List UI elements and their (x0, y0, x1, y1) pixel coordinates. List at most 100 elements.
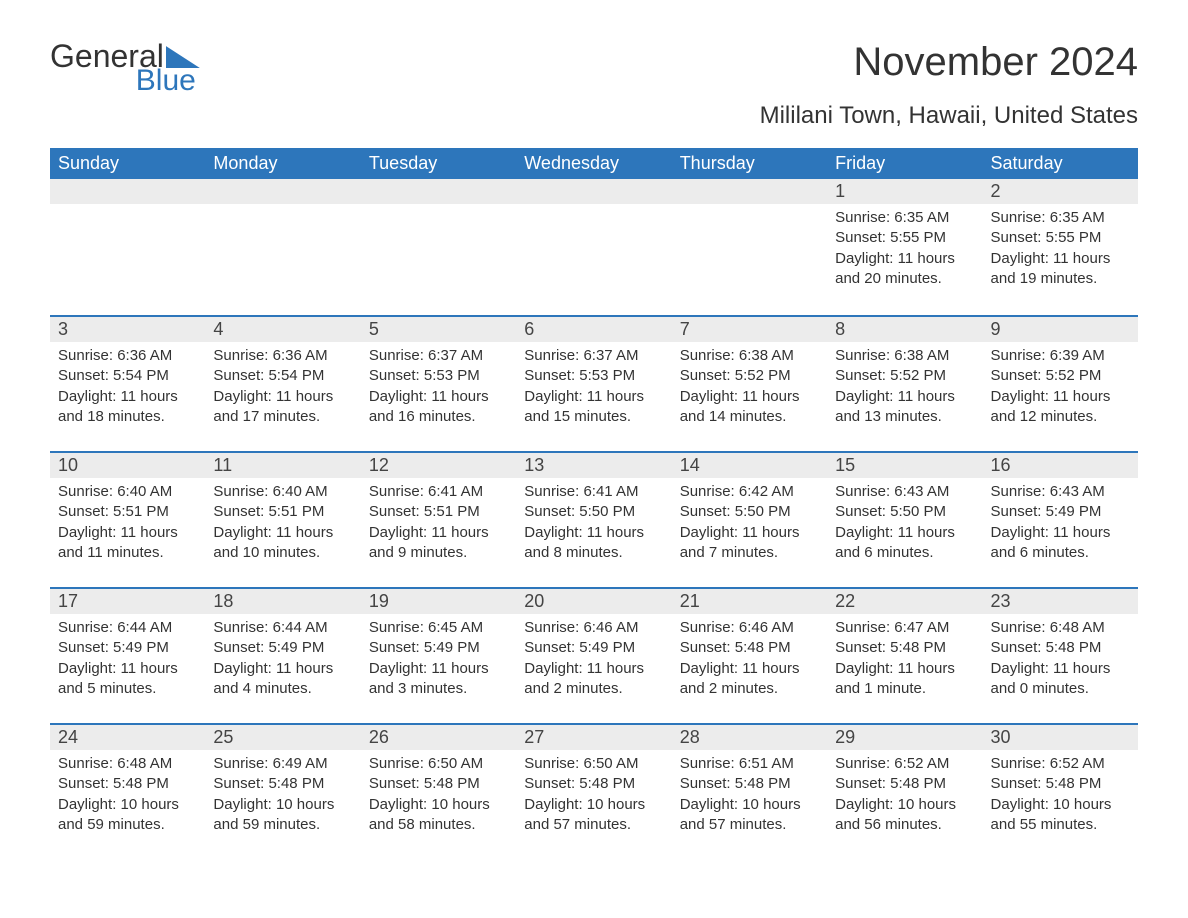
day-details: Sunrise: 6:37 AMSunset: 5:53 PMDaylight:… (361, 342, 516, 435)
sunrise-line: Sunrise: 6:38 AM (835, 346, 974, 366)
sunrise-line: Sunrise: 6:39 AM (991, 346, 1130, 366)
day-details: Sunrise: 6:43 AMSunset: 5:50 PMDaylight:… (827, 478, 982, 571)
day-details: Sunrise: 6:48 AMSunset: 5:48 PMDaylight:… (50, 750, 205, 843)
sunset-line: Sunset: 5:48 PM (58, 774, 197, 794)
day-number: 11 (205, 451, 360, 478)
sunset-line: Sunset: 5:48 PM (991, 774, 1130, 794)
day-number: 14 (672, 451, 827, 478)
brand-word-2: Blue (136, 66, 196, 96)
day-details: Sunrise: 6:44 AMSunset: 5:49 PMDaylight:… (50, 614, 205, 707)
daylight-line: Daylight: 10 hours and 59 minutes. (58, 795, 197, 836)
day-number: 27 (516, 723, 671, 750)
day-details: Sunrise: 6:49 AMSunset: 5:48 PMDaylight:… (205, 750, 360, 843)
day-header: Thursday (672, 148, 827, 179)
calendar-cell: 12Sunrise: 6:41 AMSunset: 5:51 PMDayligh… (361, 451, 516, 587)
daylight-line: Daylight: 11 hours and 6 minutes. (835, 523, 974, 564)
daylight-line: Daylight: 11 hours and 11 minutes. (58, 523, 197, 564)
sunrise-line: Sunrise: 6:37 AM (369, 346, 508, 366)
day-details: Sunrise: 6:41 AMSunset: 5:50 PMDaylight:… (516, 478, 671, 571)
day-header: Friday (827, 148, 982, 179)
sunrise-line: Sunrise: 6:35 AM (835, 208, 974, 228)
page-title: November 2024 (853, 40, 1138, 85)
calendar-table: SundayMondayTuesdayWednesdayThursdayFrid… (50, 148, 1138, 859)
day-details: Sunrise: 6:43 AMSunset: 5:49 PMDaylight:… (983, 478, 1138, 571)
sunset-line: Sunset: 5:54 PM (213, 366, 352, 386)
day-header: Wednesday (516, 148, 671, 179)
day-header: Tuesday (361, 148, 516, 179)
flag-icon (166, 46, 200, 68)
sunrise-line: Sunrise: 6:36 AM (213, 346, 352, 366)
day-number: 6 (516, 315, 671, 342)
calendar-cell: 22Sunrise: 6:47 AMSunset: 5:48 PMDayligh… (827, 587, 982, 723)
calendar-cell: 29Sunrise: 6:52 AMSunset: 5:48 PMDayligh… (827, 723, 982, 859)
sunset-line: Sunset: 5:49 PM (58, 638, 197, 658)
sunrise-line: Sunrise: 6:51 AM (680, 754, 819, 774)
sunrise-line: Sunrise: 6:41 AM (369, 482, 508, 502)
sunrise-line: Sunrise: 6:50 AM (369, 754, 508, 774)
day-details: Sunrise: 6:38 AMSunset: 5:52 PMDaylight:… (672, 342, 827, 435)
sunrise-line: Sunrise: 6:40 AM (213, 482, 352, 502)
sunrise-line: Sunrise: 6:43 AM (991, 482, 1130, 502)
sunset-line: Sunset: 5:55 PM (991, 228, 1130, 248)
sunrise-line: Sunrise: 6:40 AM (58, 482, 197, 502)
daylight-line: Daylight: 11 hours and 7 minutes. (680, 523, 819, 564)
sunset-line: Sunset: 5:48 PM (369, 774, 508, 794)
daylight-line: Daylight: 10 hours and 57 minutes. (524, 795, 663, 836)
day-number: 3 (50, 315, 205, 342)
day-details: Sunrise: 6:35 AMSunset: 5:55 PMDaylight:… (983, 204, 1138, 297)
calendar-cell: 21Sunrise: 6:46 AMSunset: 5:48 PMDayligh… (672, 587, 827, 723)
day-number: 25 (205, 723, 360, 750)
calendar-cell: 2Sunrise: 6:35 AMSunset: 5:55 PMDaylight… (983, 179, 1138, 315)
sunset-line: Sunset: 5:50 PM (524, 502, 663, 522)
sunrise-line: Sunrise: 6:47 AM (835, 618, 974, 638)
empty-day (205, 179, 360, 204)
calendar-cell: 7Sunrise: 6:38 AMSunset: 5:52 PMDaylight… (672, 315, 827, 451)
sunrise-line: Sunrise: 6:52 AM (835, 754, 974, 774)
sunrise-line: Sunrise: 6:46 AM (524, 618, 663, 638)
day-details: Sunrise: 6:50 AMSunset: 5:48 PMDaylight:… (361, 750, 516, 843)
calendar-cell: 3Sunrise: 6:36 AMSunset: 5:54 PMDaylight… (50, 315, 205, 451)
day-number: 12 (361, 451, 516, 478)
daylight-line: Daylight: 11 hours and 4 minutes. (213, 659, 352, 700)
day-number: 29 (827, 723, 982, 750)
sunrise-line: Sunrise: 6:49 AM (213, 754, 352, 774)
day-details: Sunrise: 6:46 AMSunset: 5:49 PMDaylight:… (516, 614, 671, 707)
day-details: Sunrise: 6:40 AMSunset: 5:51 PMDaylight:… (205, 478, 360, 571)
day-number: 20 (516, 587, 671, 614)
calendar-cell: 30Sunrise: 6:52 AMSunset: 5:48 PMDayligh… (983, 723, 1138, 859)
empty-day (361, 179, 516, 204)
day-number: 16 (983, 451, 1138, 478)
day-details: Sunrise: 6:42 AMSunset: 5:50 PMDaylight:… (672, 478, 827, 571)
sunset-line: Sunset: 5:49 PM (369, 638, 508, 658)
calendar-cell: 25Sunrise: 6:49 AMSunset: 5:48 PMDayligh… (205, 723, 360, 859)
day-number: 8 (827, 315, 982, 342)
brand-logo: General Blue (50, 40, 200, 96)
daylight-line: Daylight: 11 hours and 2 minutes. (524, 659, 663, 700)
daylight-line: Daylight: 11 hours and 8 minutes. (524, 523, 663, 564)
day-details: Sunrise: 6:52 AMSunset: 5:48 PMDaylight:… (827, 750, 982, 843)
daylight-line: Daylight: 11 hours and 14 minutes. (680, 387, 819, 428)
calendar-cell: 28Sunrise: 6:51 AMSunset: 5:48 PMDayligh… (672, 723, 827, 859)
sunset-line: Sunset: 5:49 PM (524, 638, 663, 658)
page-subtitle: Mililani Town, Hawaii, United States (50, 102, 1138, 130)
sunset-line: Sunset: 5:53 PM (369, 366, 508, 386)
day-number: 24 (50, 723, 205, 750)
calendar-cell (516, 179, 671, 315)
daylight-line: Daylight: 11 hours and 10 minutes. (213, 523, 352, 564)
calendar-cell: 20Sunrise: 6:46 AMSunset: 5:49 PMDayligh… (516, 587, 671, 723)
daylight-line: Daylight: 11 hours and 9 minutes. (369, 523, 508, 564)
daylight-line: Daylight: 11 hours and 5 minutes. (58, 659, 197, 700)
calendar-cell: 15Sunrise: 6:43 AMSunset: 5:50 PMDayligh… (827, 451, 982, 587)
day-details: Sunrise: 6:36 AMSunset: 5:54 PMDaylight:… (50, 342, 205, 435)
day-details: Sunrise: 6:51 AMSunset: 5:48 PMDaylight:… (672, 750, 827, 843)
day-details: Sunrise: 6:40 AMSunset: 5:51 PMDaylight:… (50, 478, 205, 571)
day-details: Sunrise: 6:50 AMSunset: 5:48 PMDaylight:… (516, 750, 671, 843)
empty-day (50, 179, 205, 204)
day-number: 17 (50, 587, 205, 614)
sunrise-line: Sunrise: 6:38 AM (680, 346, 819, 366)
calendar-cell (361, 179, 516, 315)
calendar-cell: 23Sunrise: 6:48 AMSunset: 5:48 PMDayligh… (983, 587, 1138, 723)
calendar-cell: 10Sunrise: 6:40 AMSunset: 5:51 PMDayligh… (50, 451, 205, 587)
sunset-line: Sunset: 5:53 PM (524, 366, 663, 386)
calendar-cell: 13Sunrise: 6:41 AMSunset: 5:50 PMDayligh… (516, 451, 671, 587)
